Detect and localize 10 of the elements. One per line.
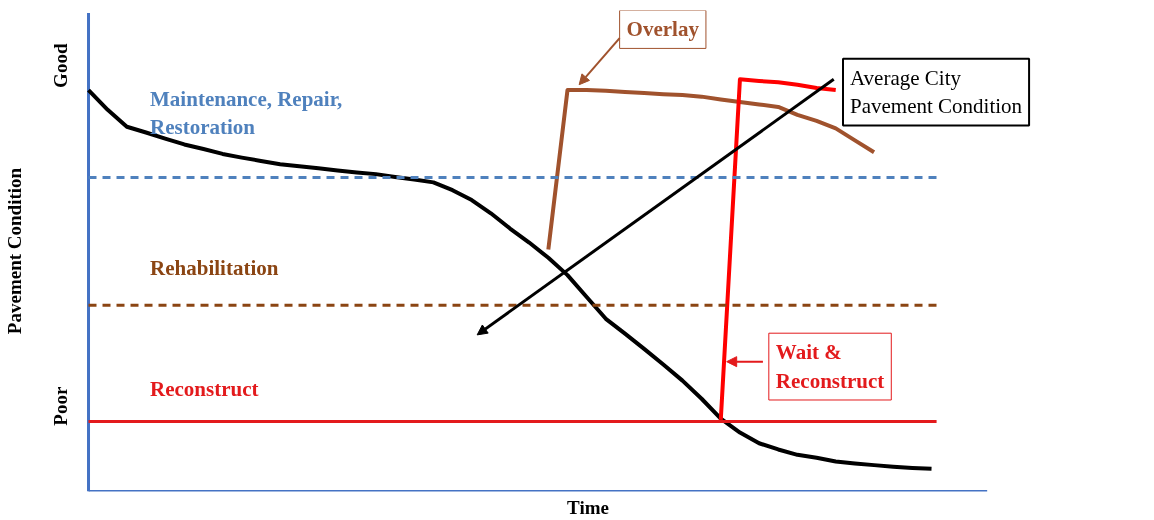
annotation: Wait & Reconstruct: [775, 340, 885, 393]
text: Poor: [50, 386, 72, 426]
ref-line-label: Maintenance, Repair, Restoration: [150, 86, 343, 140]
ref-line-label: Reconstruct: [150, 377, 259, 402]
x-axis-title: Time: [567, 496, 609, 518]
text: Good: [50, 43, 72, 88]
ref-line-label: Rehabilitation: [150, 256, 279, 281]
text: Overlay: [626, 17, 700, 42]
y-axis-title: Pavement Condition: [3, 167, 25, 335]
annotation: Average City Pavement Condition: [850, 65, 1023, 119]
